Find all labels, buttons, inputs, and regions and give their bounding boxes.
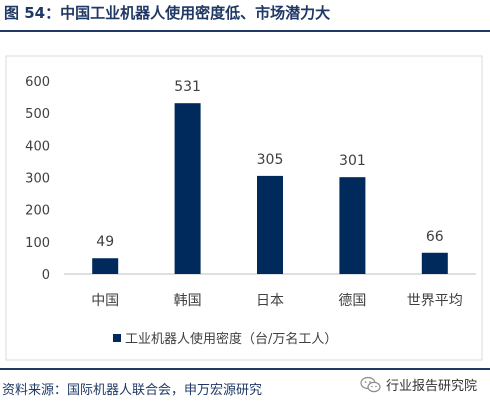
data-label: 301 [339, 153, 366, 169]
data-label: 531 [174, 79, 201, 95]
x-tick-label: 世界平均 [407, 293, 463, 309]
title-divider [0, 30, 490, 32]
x-tick-label: 中国 [91, 293, 119, 309]
x-tick-label: 德国 [338, 293, 366, 309]
watermark-text: 行业报告研究院 [386, 379, 478, 394]
data-label: 305 [257, 152, 284, 168]
legend: 工业机器人使用密度（台/万名工人） [113, 331, 337, 347]
y-tick-label: 100 [25, 236, 50, 251]
data-label: 66 [426, 229, 444, 245]
bar [421, 252, 448, 274]
x-axis-tick-labels: 中国 韩国 日本 德国 世界平均 [91, 293, 463, 309]
y-tick-label: 600 [25, 75, 50, 90]
footer-divider [0, 368, 490, 370]
y-tick-label: 200 [25, 204, 50, 219]
bar [257, 175, 283, 274]
bar [339, 177, 366, 274]
y-tick-label: 400 [25, 139, 50, 154]
x-tick-label: 日本 [256, 293, 284, 309]
legend-swatch [113, 334, 121, 342]
wechat-icon [360, 376, 381, 392]
y-tick-label: 300 [25, 172, 50, 187]
legend-label: 工业机器人使用密度（台/万名工人） [125, 331, 337, 347]
plot-frame [5, 55, 483, 361]
source-note: 资料来源：国际机器人联合会，申万宏源研究 [2, 383, 263, 398]
bar [174, 103, 201, 274]
bars [92, 103, 448, 274]
bar-chart: 0 100 200 300 400 500 600 49 531 305 301 66 中国 韩国 日本… [5, 55, 483, 361]
bar [92, 258, 119, 274]
y-axis-tick-labels: 0 100 200 300 400 500 600 [25, 75, 50, 283]
data-label: 49 [96, 234, 114, 250]
y-tick-label: 500 [25, 107, 50, 122]
y-tick-label: 0 [42, 268, 50, 283]
figure-title: 图 54：中国工业机器人使用密度低、市场潜力大 [4, 4, 331, 22]
watermark: 行业报告研究院 [360, 375, 477, 394]
data-labels: 49 531 305 301 66 [96, 79, 444, 250]
x-tick-label: 韩国 [174, 293, 202, 309]
